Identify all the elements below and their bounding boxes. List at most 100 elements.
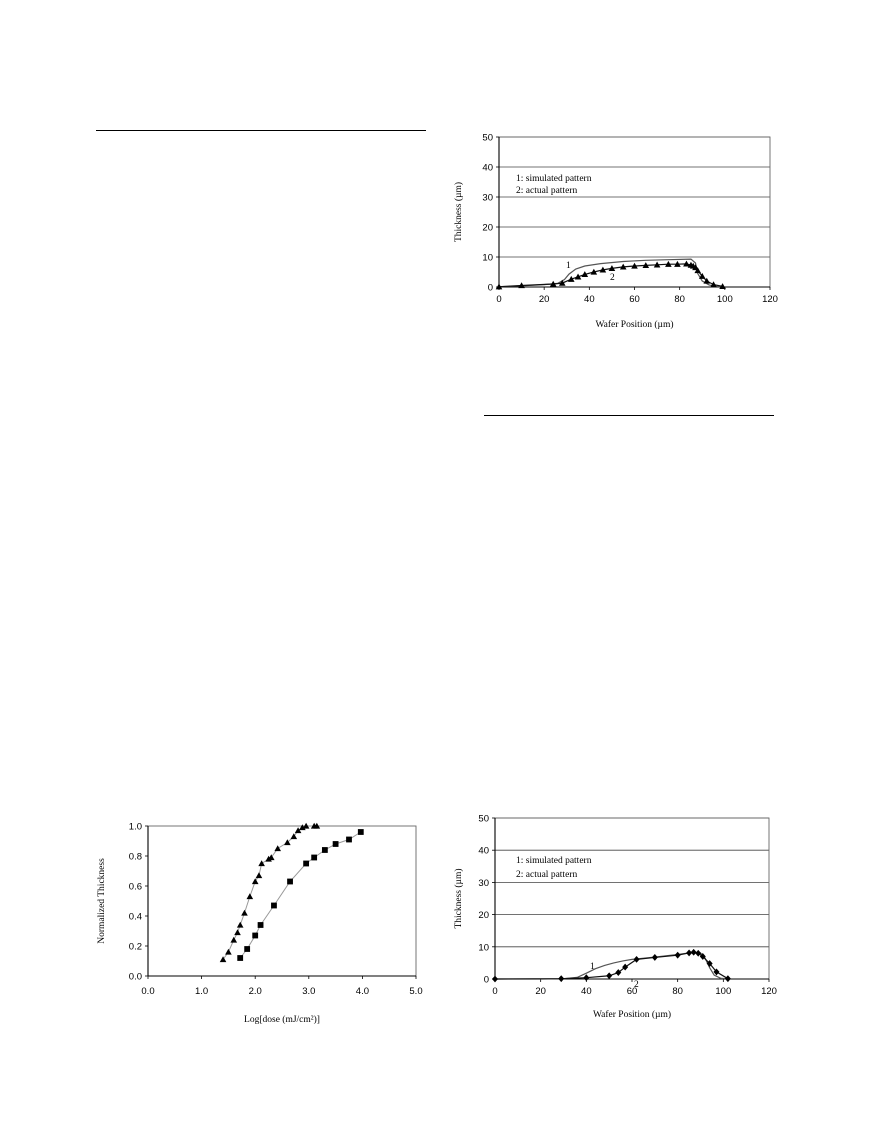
data-point-diamond [492, 975, 498, 983]
data-point-triangle [313, 822, 321, 829]
data-point-square [237, 955, 244, 961]
data-point-triangle [225, 948, 232, 955]
x-tick-label: 60 [629, 294, 640, 305]
data-point-square [357, 829, 364, 835]
data-point-triangle [518, 282, 525, 289]
x-tick-label: 80 [672, 986, 683, 997]
x-axis-title: Log[dose (mJ/cm²)] [244, 1014, 320, 1025]
data-point-square [346, 836, 352, 843]
curve-annotation: 1 [566, 261, 571, 271]
x-tick-label: 1.0 [195, 986, 208, 997]
x-tick-label: 120 [761, 986, 777, 997]
curve-annotation: 2 [634, 980, 639, 990]
series-line-2 [494, 951, 729, 980]
data-point-triangle [241, 909, 248, 916]
data-point-triangle [694, 267, 702, 274]
data-point-triangle [495, 283, 503, 290]
data-point-triangle [302, 822, 310, 829]
data-point-triangle [665, 260, 672, 267]
y-tick-label: 0 [484, 975, 489, 986]
data-point-diamond [674, 951, 681, 959]
data-point-square [332, 841, 339, 847]
x-tick-label: 20 [535, 986, 546, 997]
data-point-triangle [299, 824, 306, 831]
series-line-1 [495, 951, 728, 980]
data-point-square [271, 902, 277, 909]
data-point-square [257, 922, 264, 928]
data-point-diamond [622, 963, 629, 971]
data-point-triangle [631, 262, 638, 269]
data-point-diamond [690, 948, 697, 956]
y-tick-label: 30 [482, 193, 493, 204]
data-point-diamond [699, 953, 706, 960]
data-point-triangle [274, 845, 282, 852]
y-tick-label: 50 [478, 814, 489, 825]
right-middle-rule [484, 415, 774, 416]
y-tick-label: 0.2 [129, 942, 142, 953]
y-tick-label: 0.4 [129, 912, 142, 923]
data-point-triangle [581, 271, 589, 278]
data-point-triangle [599, 266, 607, 273]
data-point-triangle [255, 872, 263, 879]
x-tick-label: 40 [581, 986, 592, 997]
x-tick-label: 0 [492, 986, 497, 997]
x-tick-label: 20 [539, 294, 550, 305]
data-point-triangle [246, 893, 254, 900]
legend-entry: 1: simulated pattern [516, 174, 592, 184]
data-point-triangle [574, 273, 582, 280]
data-point-triangle [674, 260, 681, 267]
data-point-triangle [698, 272, 706, 279]
data-point-diamond [706, 960, 713, 967]
legend-entry: 1: simulated pattern [516, 856, 592, 866]
legend-entry: 2: actual pattern [516, 186, 577, 196]
data-point-diamond [583, 974, 590, 982]
data-point-triangle [590, 268, 598, 275]
data-point-triangle [549, 280, 557, 287]
data-point-triangle [558, 279, 566, 286]
x-axis-title: Wafer Position (µm) [595, 319, 673, 330]
data-point-triangle [567, 275, 575, 282]
x-tick-label: 80 [674, 294, 685, 305]
data-point-triangle [267, 854, 275, 861]
data-point-triangle [294, 827, 302, 834]
x-tick-label: 100 [715, 986, 731, 997]
data-point-diamond [633, 955, 640, 963]
y-tick-label: 50 [482, 133, 493, 144]
data-point-triangle [230, 936, 238, 943]
data-point-triangle [265, 855, 272, 862]
data-point-diamond [724, 975, 731, 983]
data-point-triangle [683, 260, 690, 267]
x-tick-label: 4.0 [356, 986, 369, 997]
data-point-triangle [710, 281, 717, 288]
y-tick-label: 0.0 [129, 972, 142, 983]
x-tick-label: 60 [627, 986, 638, 997]
plot-area-frame [494, 817, 770, 980]
data-point-triangle [703, 277, 711, 284]
x-tick-label: 40 [584, 294, 595, 305]
x-tick-label: 2.0 [249, 986, 262, 997]
y-tick-label: 30 [478, 878, 489, 889]
y-tick-label: 0 [488, 283, 493, 294]
y-axis-title: Thickness (µm) [453, 182, 464, 242]
x-tick-label: 0.0 [141, 986, 154, 997]
data-point-diamond [686, 949, 693, 957]
y-axis-title: Thickness (µm) [453, 868, 464, 928]
data-point-diamond [606, 972, 613, 980]
data-point-triangle [234, 929, 241, 936]
data-point-square [252, 932, 259, 939]
x-tick-label: 120 [762, 294, 778, 305]
data-point-square [287, 878, 293, 885]
y-tick-label: 10 [482, 253, 493, 264]
data-point-triangle [608, 265, 616, 272]
y-tick-label: 0.6 [129, 882, 142, 893]
x-tick-label: 100 [717, 294, 733, 305]
data-point-triangle [719, 283, 726, 290]
data-point-square [311, 854, 318, 861]
data-point-triangle [290, 833, 298, 840]
data-point-square [321, 847, 328, 853]
legend-entry: 2: actual pattern [516, 870, 577, 880]
